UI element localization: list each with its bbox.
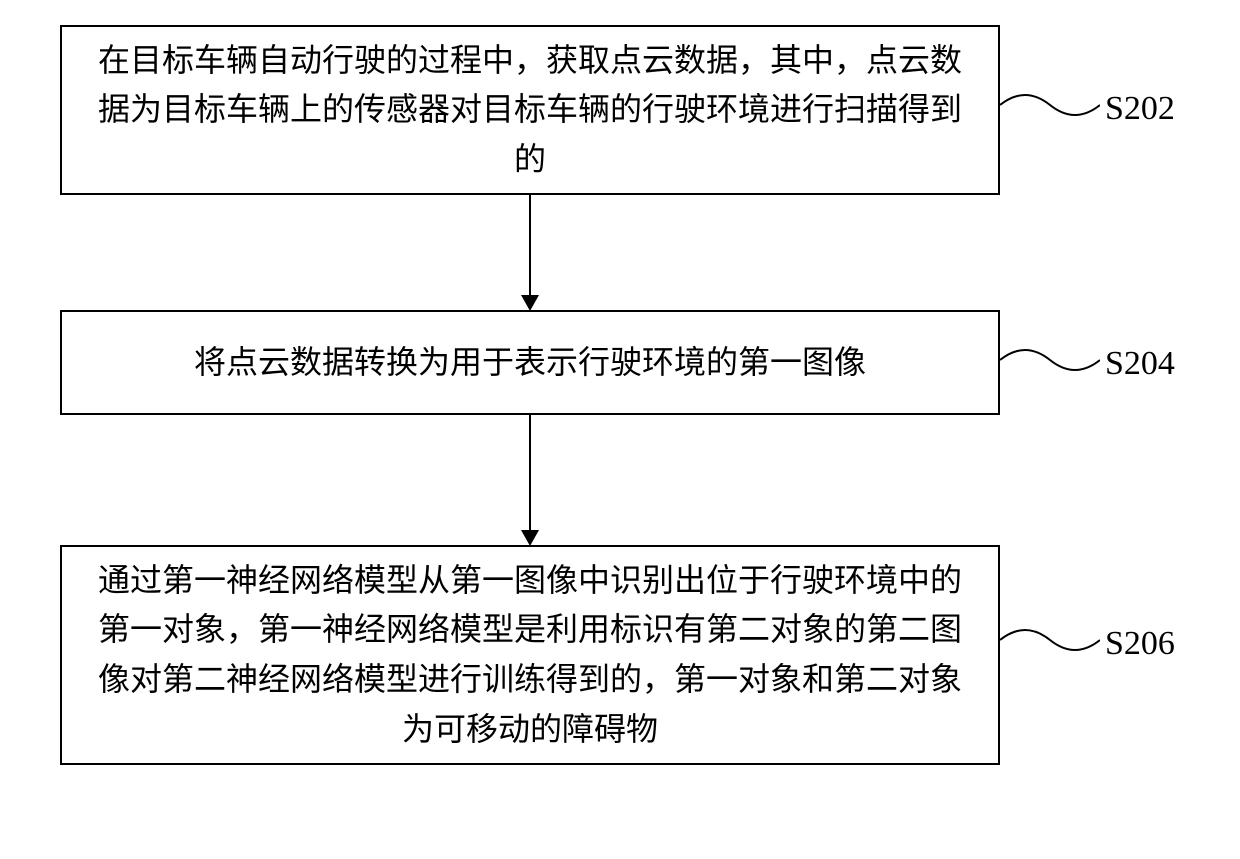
arrow-line (529, 195, 531, 295)
connector-curve-s206 (1000, 615, 1100, 665)
flowchart-arrow-1 (525, 195, 535, 311)
flowchart-step-s204: 将点云数据转换为用于表示行驶环境的第一图像 (60, 310, 1000, 415)
step-text: 在目标车辆自动行驶的过程中，获取点云数据，其中，点云数据为目标车辆上的传感器对目… (92, 36, 968, 185)
step-label-s204: S204 (1105, 345, 1175, 383)
arrow-head-icon (521, 295, 539, 311)
flowchart-container: 在目标车辆自动行驶的过程中，获取点云数据，其中，点云数据为目标车辆上的传感器对目… (0, 0, 1240, 859)
flowchart-arrow-2 (525, 415, 535, 546)
connector-curve-s204 (1000, 335, 1100, 385)
step-label-s206: S206 (1105, 625, 1175, 663)
step-text: 将点云数据转换为用于表示行驶环境的第一图像 (92, 338, 968, 388)
step-label-s202: S202 (1105, 90, 1175, 128)
arrow-line (529, 415, 531, 530)
flowchart-step-s206: 通过第一神经网络模型从第一图像中识别出位于行驶环境中的第一对象，第一神经网络模型… (60, 545, 1000, 765)
connector-curve-s202 (1000, 80, 1100, 130)
arrow-head-icon (521, 530, 539, 546)
flowchart-step-s202: 在目标车辆自动行驶的过程中，获取点云数据，其中，点云数据为目标车辆上的传感器对目… (60, 25, 1000, 195)
step-text: 通过第一神经网络模型从第一图像中识别出位于行驶环境中的第一对象，第一神经网络模型… (92, 556, 968, 754)
